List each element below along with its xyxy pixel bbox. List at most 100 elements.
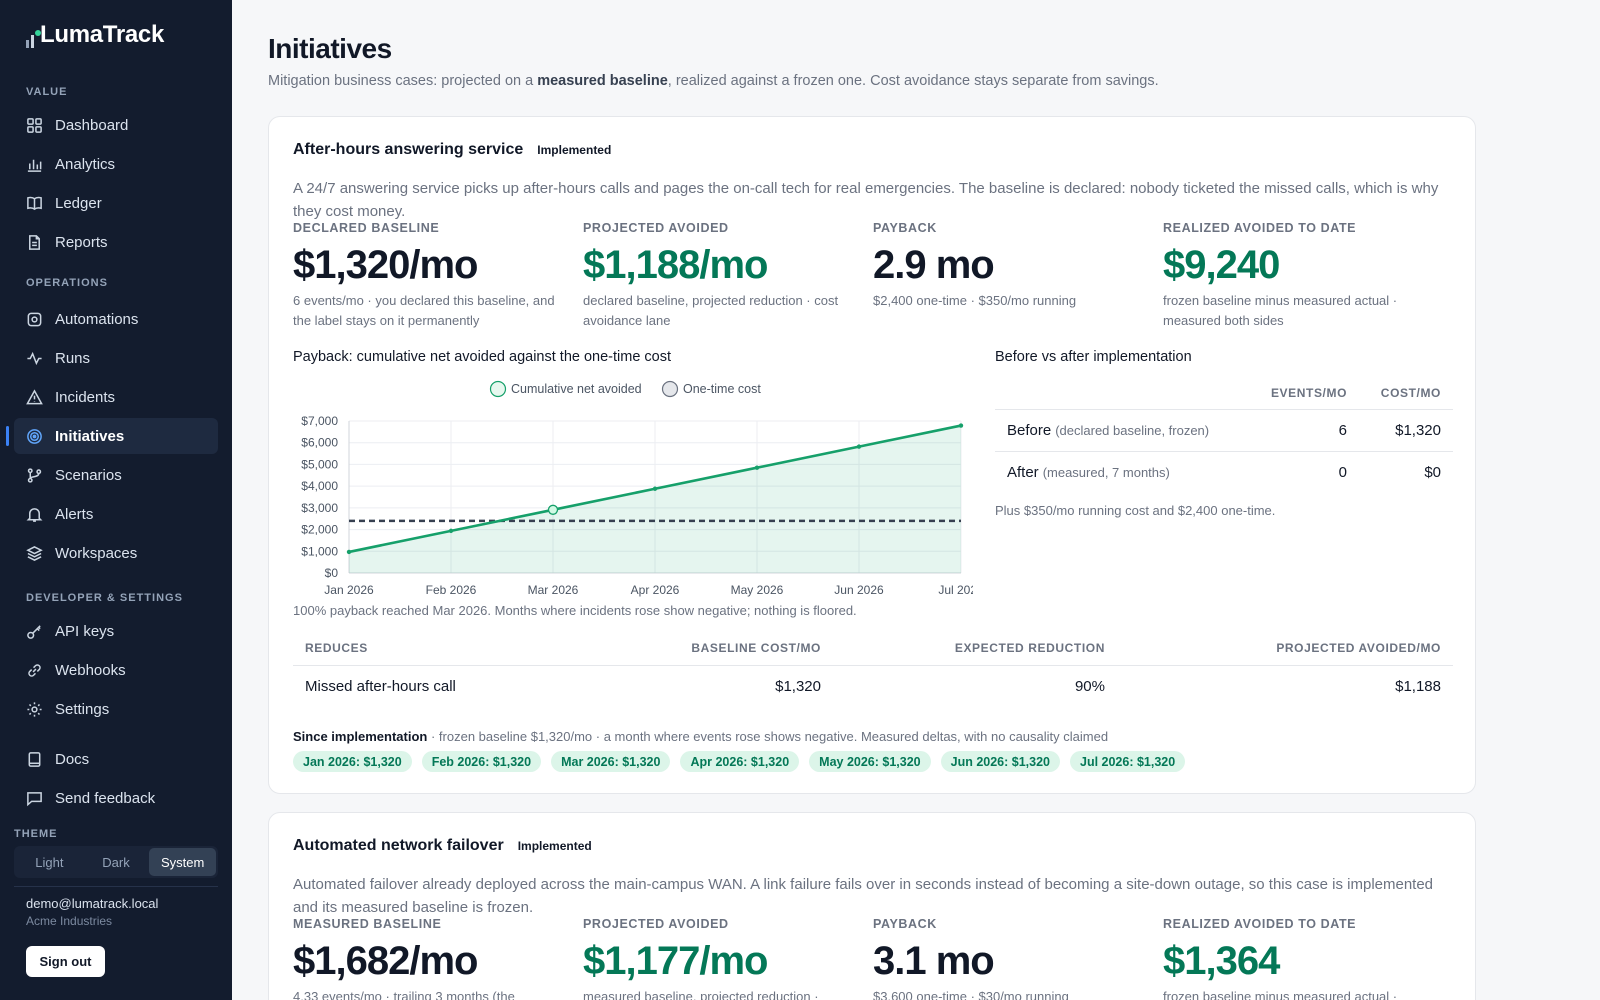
sidebar-item-label: Analytics: [55, 155, 116, 173]
book-icon: [27, 196, 42, 210]
kpi-declared-baseline: DECLARED BASELINE $1,320/mo 6 events/mo …: [293, 221, 583, 331]
area-cumulative-net-avoided: [349, 425, 961, 573]
y-tick-label: $0: [325, 566, 339, 580]
table-header: COST/MO: [1380, 385, 1441, 400]
sidebar-item-scenarios[interactable]: Scenarios: [14, 457, 218, 493]
kpi-value: $1,320/mo: [293, 243, 478, 287]
theme-option-system[interactable]: System: [149, 848, 217, 876]
avoided-cell: $1,188: [1395, 677, 1441, 695]
sidebar-item-automations[interactable]: Automations: [14, 301, 218, 337]
theme-option-light[interactable]: Light: [35, 854, 64, 870]
kpi-value: $1,188/mo: [583, 243, 768, 287]
y-tick-label: $5,000: [301, 457, 338, 471]
sidebar-item-initiatives[interactable]: Initiatives: [6, 418, 218, 454]
kpi-label: PROJECTED AVOIDED: [583, 221, 729, 235]
kpi-realized-avoided: REALIZED AVOIDED TO DATE $1,364 frozen b…: [1163, 917, 1453, 1000]
kpi-value: $9,240: [1163, 243, 1280, 287]
kpi-value: $1,364: [1163, 939, 1280, 983]
x-tick-label: May 2026: [731, 583, 784, 597]
theme-label: THEME: [14, 828, 58, 840]
theme-switcher: Light Dark System: [14, 846, 218, 878]
kpi-note: $3,600 one-time · $30/mo running: [873, 989, 1069, 1000]
kpi-realized-avoided: REALIZED AVOIDED TO DATE $9,240 frozen b…: [1163, 221, 1453, 331]
sidebar-item-webhooks[interactable]: Webhooks: [14, 652, 218, 688]
app-name: LumaTrack: [40, 21, 165, 48]
sidebar-item-api-keys[interactable]: API keys: [14, 613, 218, 649]
since-label: Since implementation: [293, 729, 428, 744]
kpi-value: 2.9 mo: [873, 243, 995, 287]
sign-out-button[interactable]: Sign out: [26, 946, 105, 977]
reductions-table: REDUCES BASELINE COST/MO EXPECTED REDUCT…: [293, 631, 1453, 707]
kpi-projected-avoided: PROJECTED AVOIDED $1,177/mo measured bas…: [583, 917, 873, 1000]
theme-option-dark[interactable]: Dark: [102, 854, 130, 870]
warning-icon: [26, 388, 43, 404]
chart-svg: $0 $1,000 $2,000 $3,000 $4,000 $5,000 $6,000 $7…: [301, 380, 984, 597]
kpi-value: 3.1 mo: [873, 939, 995, 983]
kpi-label: PAYBACK: [873, 917, 937, 931]
sidebar-item-label: Ledger: [55, 194, 102, 212]
month-chip: Jan 2026: $1,320: [293, 751, 412, 772]
sidebar-item-label: Dashboard: [55, 116, 129, 134]
subtitle-emphasis: measured baseline: [537, 73, 668, 89]
sidebar-item-settings[interactable]: Settings: [14, 691, 218, 727]
monthly-chips: Jan 2026: $1,320 Feb 2026: $1,320 Mar 20…: [293, 751, 1186, 772]
bar-chart-icon: [27, 159, 42, 172]
initiative-name[interactable]: Automated network failover: [293, 837, 504, 854]
data-point: [958, 423, 964, 428]
divider: [14, 886, 218, 887]
kpi-note: frozen baseline minus measured actual · …: [1163, 293, 1398, 328]
sidebar-item-incidents[interactable]: Incidents: [14, 379, 218, 415]
initiative-card: After-hours answering service Implemente…: [268, 116, 1476, 794]
row-label-main: Before: [1007, 421, 1052, 439]
active-indicator: [6, 426, 9, 446]
user-email: demo@lumatrack.local: [26, 896, 159, 911]
initiative-description: Automated failover already deployed acro…: [293, 876, 1434, 916]
status-badge: Implemented: [517, 839, 592, 853]
page-title: Initiatives: [268, 33, 392, 64]
month-chip: May 2026: $1,320: [809, 751, 931, 772]
brand-logo[interactable]: LumaTrack: [26, 22, 164, 48]
kpi-note: 6 events/mo · you declared this baseline…: [293, 293, 555, 328]
table-header: REDUCES: [293, 631, 593, 666]
initiative-name[interactable]: After-hours answering service: [293, 141, 524, 158]
y-tick-label: $2,000: [301, 523, 338, 537]
page-subtitle: Mitigation business cases: projected on …: [268, 73, 1159, 89]
nav-section-value: VALUE: [26, 86, 68, 98]
kpi-label: DECLARED BASELINE: [293, 221, 440, 235]
main-content: Initiatives Mitigation business cases: p…: [232, 0, 1600, 1000]
sidebar-item-reports[interactable]: Reports: [14, 224, 218, 260]
sidebar-item-label: Incidents: [55, 388, 116, 406]
y-tick-label: $6,000: [301, 436, 338, 450]
sidebar-item-docs[interactable]: Docs: [14, 741, 218, 777]
target-icon: [27, 428, 42, 444]
branch-icon: [27, 467, 42, 483]
legend-label: One-time cost: [683, 382, 761, 396]
sidebar-item-analytics[interactable]: Analytics: [14, 146, 218, 182]
subtitle-text: , realized against a frozen one. Cost av…: [667, 73, 1159, 89]
sidebar-item-feedback[interactable]: Send feedback: [14, 780, 218, 816]
sidebar-item-alerts[interactable]: Alerts: [14, 496, 218, 532]
table-header: BASELINE COST/MO: [593, 631, 833, 666]
initiative-title: After-hours answering service Implemente…: [293, 141, 611, 159]
chart-title: Payback: cumulative net avoided against …: [293, 349, 672, 365]
y-tick-label: $4,000: [301, 479, 338, 493]
initiative-description: A 24/7 answering service picks up after-…: [293, 180, 1439, 220]
comparison-table: EVENTS/MO COST/MO Before (declared baseli…: [995, 377, 1453, 493]
sidebar-item-dashboard[interactable]: Dashboard: [14, 107, 218, 143]
gear-icon: [27, 312, 42, 326]
sidebar-item-label: Scenarios: [55, 466, 122, 484]
kpi-label: REALIZED AVOIDED TO DATE: [1163, 917, 1357, 931]
month-chip: Apr 2026: $1,320: [680, 751, 800, 772]
payback-chart[interactable]: $0 $1,000 $2,000 $3,000 $4,000 $5,000 $6,000 $7…: [293, 375, 984, 615]
sidebar-item-workspaces[interactable]: Workspaces: [14, 535, 218, 571]
initiative-title: Automated network failover Implemented: [293, 837, 592, 855]
table-header: [995, 377, 1247, 409]
month-chip: Jul 2026: $1,320: [1070, 751, 1186, 772]
x-tick-label: Feb 2026: [426, 583, 477, 597]
settings-icon: [27, 701, 42, 717]
x-tick-label: Mar 2026: [528, 583, 579, 597]
sidebar-item-runs[interactable]: Runs: [14, 340, 218, 376]
dashboard-icon: [27, 117, 42, 133]
data-point: [856, 444, 862, 449]
sidebar-item-ledger[interactable]: Ledger: [14, 185, 218, 221]
